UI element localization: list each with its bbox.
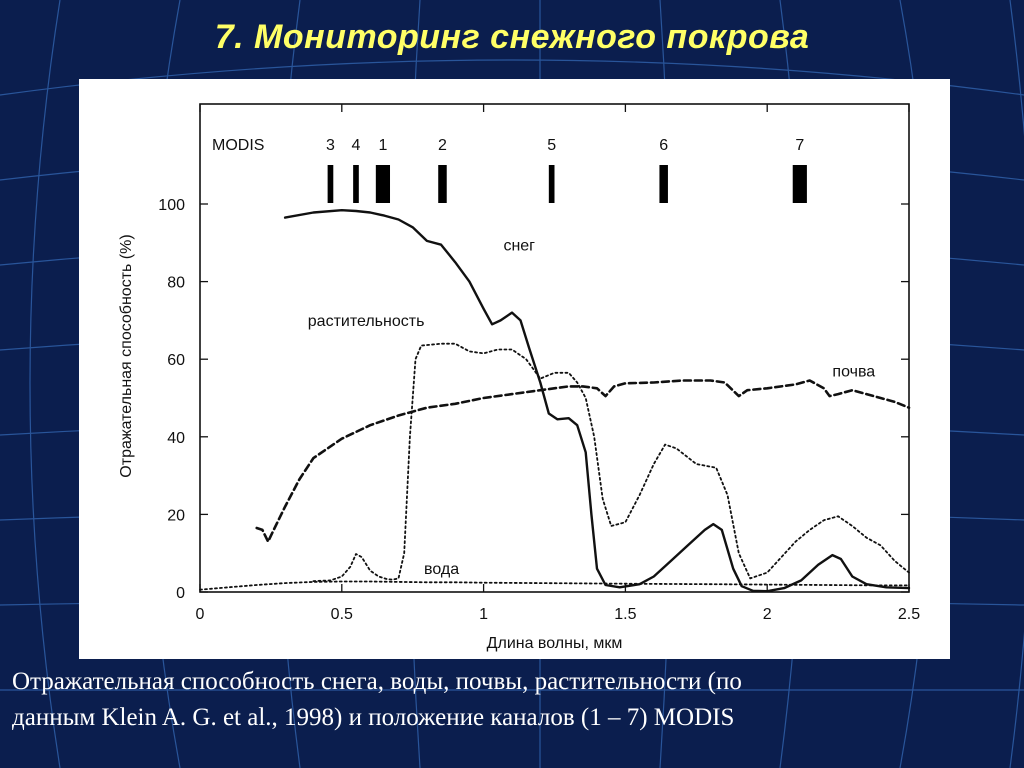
modis-band-label-7: 7	[795, 137, 804, 154]
modis-band-label-2: 2	[438, 137, 447, 154]
modis-band-2	[438, 165, 447, 203]
series-label-3: вода	[424, 561, 459, 578]
x-tick-label: 2.5	[898, 606, 920, 623]
y-tick-label: 20	[167, 507, 185, 524]
series-line-1	[312, 342, 910, 582]
series-label-0: снег	[503, 238, 535, 255]
modis-band-4	[353, 165, 359, 203]
modis-band-6	[659, 165, 668, 203]
modis-band-3	[327, 165, 334, 203]
x-axis-label: Длина волны, мкм	[487, 635, 623, 652]
series-labels: снег растительность почва вода	[308, 238, 876, 578]
y-tick-label: 40	[167, 430, 185, 447]
series-line-0	[283, 209, 911, 593]
modis-band-7	[792, 165, 807, 203]
series-label-2: почва	[832, 364, 875, 381]
modis-band-label-6: 6	[659, 137, 668, 154]
x-tick-label: 0	[196, 606, 205, 623]
series-line-2	[255, 379, 911, 543]
x-tick-label: 1	[479, 606, 488, 623]
x-tick-label: 2	[763, 606, 772, 623]
caption-line-2: данным Klein A. G. et al., 1998) и полож…	[12, 704, 735, 731]
y-tick-label: 0	[176, 585, 185, 602]
series-label-1: растительность	[308, 313, 425, 330]
y-axis-label: Отражательная способность (%)	[118, 234, 135, 477]
modis-band-label-5: 5	[547, 137, 556, 154]
modis-band-label-4: 4	[352, 137, 361, 154]
series-line-3	[199, 580, 910, 591]
x-tick-label: 1.5	[614, 606, 636, 623]
modis-band-label-3: 3	[326, 137, 335, 154]
slide-caption: Отражательная способность снега, воды, п…	[12, 664, 1017, 736]
plot-border	[199, 103, 910, 593]
plot-frame	[199, 103, 910, 593]
modis-band-label-1: 1	[378, 137, 387, 154]
modis-label: MODIS	[212, 137, 264, 154]
y-tick-label: 100	[158, 197, 185, 214]
slide-title: 7. Мониторинг снежного покрова	[214, 18, 810, 56]
axis-ticks: 0 0.5 1 1.5 2 2.5 0 20 40 60 80 100	[158, 104, 920, 623]
modis-band-5	[548, 165, 555, 203]
series-lines	[199, 209, 911, 593]
x-tick-label: 0.5	[331, 606, 353, 623]
caption-line-1: Отражательная способность снега, воды, п…	[12, 668, 742, 695]
y-tick-label: 80	[167, 275, 185, 292]
y-tick-label: 60	[167, 352, 185, 369]
modis-band-1	[375, 165, 391, 203]
